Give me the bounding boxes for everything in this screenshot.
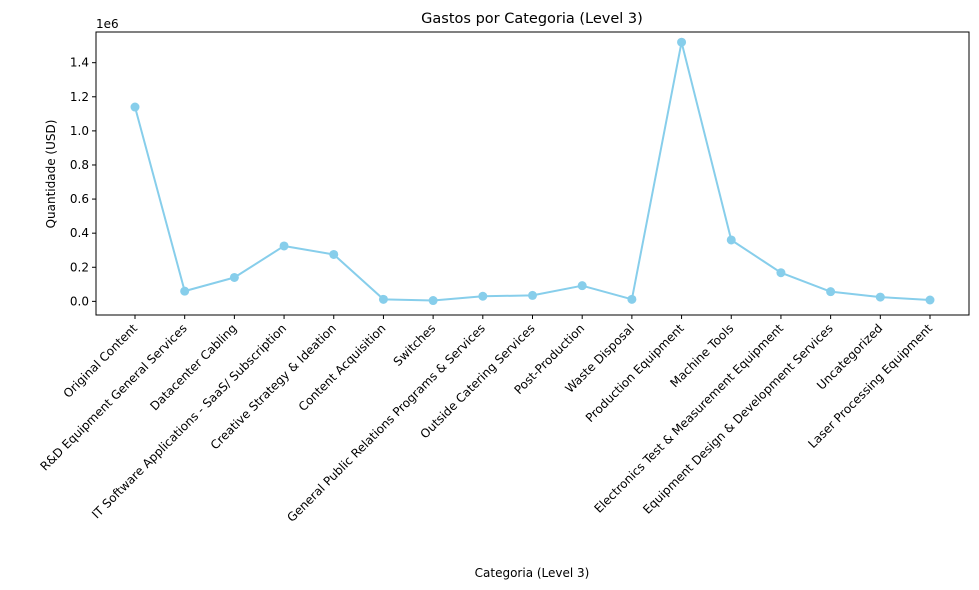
data-point: [875, 292, 885, 302]
data-point: [378, 294, 388, 304]
y-tick-label: 0.0: [70, 294, 89, 308]
data-point: [577, 281, 587, 291]
y-tick-label: 0.6: [70, 192, 89, 206]
data-point: [329, 249, 339, 259]
y-tick-label: 1.0: [70, 124, 89, 138]
data-point: [826, 287, 836, 297]
data-series: [130, 37, 935, 306]
data-point: [180, 286, 190, 296]
data-point: [726, 235, 736, 245]
y-tick-label: 1.4: [70, 56, 89, 70]
y-tick-label: 1.2: [70, 90, 89, 104]
data-point: [428, 296, 438, 306]
x-axis-label: Categoria (Level 3): [475, 566, 590, 580]
y-axis-ticks: 0.0 0.2 0.4 0.6 0.8 1.0 1.2 1.4: [70, 56, 96, 308]
data-point: [229, 272, 239, 282]
y-axis-label: Quantidade (USD): [44, 120, 58, 229]
data-point: [677, 37, 687, 47]
data-point: [279, 241, 289, 251]
y-tick-label: 0.4: [70, 226, 89, 240]
plot-area-frame: [95, 31, 970, 316]
data-point: [528, 290, 537, 300]
data-point: [478, 291, 488, 301]
y-tick-label: 0.8: [70, 158, 89, 172]
data-point: [925, 295, 935, 305]
chart-title: Gastos por Categoria (Level 3): [421, 11, 643, 27]
data-point: [627, 294, 637, 304]
y-tick-label: 0.2: [70, 260, 89, 274]
data-point: [776, 268, 786, 278]
y-axis-offset-label: 1e6: [96, 17, 119, 31]
data-point: [130, 102, 140, 112]
